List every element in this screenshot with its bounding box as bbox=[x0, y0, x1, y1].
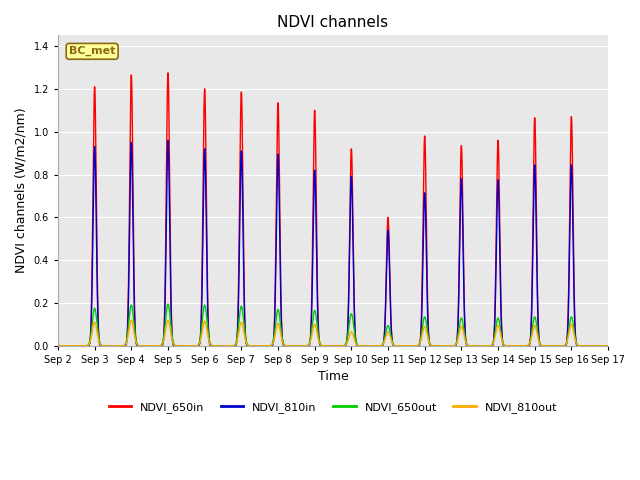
NDVI_810in bbox=[54, 343, 62, 348]
NDVI_650out bbox=[164, 301, 172, 307]
NDVI_650in bbox=[54, 343, 62, 348]
NDVI_650in bbox=[409, 343, 417, 348]
Line: NDVI_810out: NDVI_810out bbox=[58, 320, 608, 346]
NDVI_810out bbox=[409, 343, 417, 348]
NDVI_810out bbox=[54, 343, 62, 348]
Y-axis label: NDVI channels (W/m2/nm): NDVI channels (W/m2/nm) bbox=[15, 108, 28, 274]
NDVI_810in bbox=[487, 343, 495, 348]
NDVI_810in bbox=[164, 137, 172, 143]
NDVI_810out bbox=[602, 343, 610, 348]
NDVI_650out bbox=[487, 343, 495, 348]
NDVI_650in bbox=[487, 343, 495, 348]
Line: NDVI_650out: NDVI_650out bbox=[58, 304, 608, 346]
NDVI_810out bbox=[604, 343, 612, 348]
NDVI_650in bbox=[164, 70, 172, 76]
NDVI_810in bbox=[172, 343, 180, 348]
X-axis label: Time: Time bbox=[317, 371, 348, 384]
NDVI_810in bbox=[260, 343, 268, 348]
NDVI_810in bbox=[166, 239, 173, 244]
NDVI_810in bbox=[604, 343, 612, 348]
NDVI_810out bbox=[487, 343, 495, 348]
NDVI_650out bbox=[54, 343, 62, 348]
NDVI_650in bbox=[602, 343, 610, 348]
Legend: NDVI_650in, NDVI_810in, NDVI_650out, NDVI_810out: NDVI_650in, NDVI_810in, NDVI_650out, NDV… bbox=[104, 398, 561, 418]
NDVI_650out bbox=[166, 313, 173, 319]
NDVI_650in bbox=[172, 343, 180, 348]
NDVI_650out bbox=[604, 343, 612, 348]
NDVI_810in bbox=[602, 343, 610, 348]
NDVI_650out bbox=[172, 343, 180, 348]
NDVI_650out bbox=[602, 343, 610, 348]
NDVI_810out bbox=[166, 324, 173, 330]
NDVI_650out bbox=[260, 343, 268, 348]
NDVI_650in bbox=[260, 343, 268, 348]
NDVI_810out bbox=[260, 343, 268, 348]
NDVI_650in bbox=[166, 204, 173, 210]
Line: NDVI_810in: NDVI_810in bbox=[58, 140, 608, 346]
NDVI_810in bbox=[409, 343, 417, 348]
NDVI_650out bbox=[409, 343, 417, 348]
Title: NDVI channels: NDVI channels bbox=[278, 15, 388, 30]
Text: BC_met: BC_met bbox=[69, 46, 115, 57]
NDVI_810out bbox=[172, 343, 180, 348]
Line: NDVI_650in: NDVI_650in bbox=[58, 73, 608, 346]
NDVI_810out bbox=[127, 317, 135, 323]
NDVI_650in bbox=[604, 343, 612, 348]
